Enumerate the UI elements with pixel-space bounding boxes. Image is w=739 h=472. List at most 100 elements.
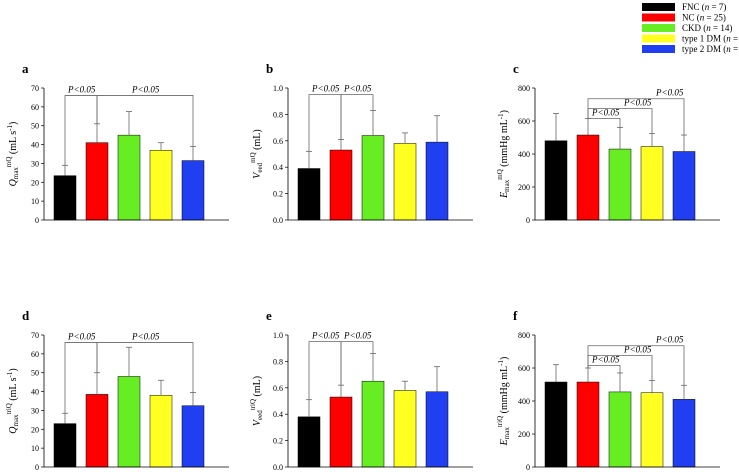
y-axis-label: QmaxmQ (mL s-1) — [5, 122, 20, 187]
panel-d: d QmaxtriQ (mL s-1) P<0.05 P<0.05 0 10 20 30 40 5… — [5, 308, 229, 472]
y-axis-label: VeedtriQ (mL) — [249, 376, 264, 426]
y-tick-label: 20 — [31, 178, 39, 187]
bar-ckd — [361, 380, 385, 468]
y-tick-label: 30 — [31, 406, 39, 415]
y-tick-label: 60 — [31, 350, 39, 359]
bar-type-2-dm — [672, 399, 696, 468]
y-axis-label: VeedmQ (mL) — [249, 129, 264, 178]
legend: FNC (n = 7)NC (n = 25)CKD (n = 14)type 1… — [642, 2, 739, 54]
significance-label: P<0.05 — [311, 84, 340, 94]
bar-nc — [576, 381, 600, 468]
y-tick-label: 400 — [518, 397, 530, 406]
significance-label: P<0.05 — [655, 88, 684, 98]
significance-label: P<0.05 — [343, 84, 372, 94]
panel-b: b VeedmQ (mL) P<0.05 P<0.05 0.0 0.2 0.4 0.6 0.8 1… — [249, 61, 473, 225]
legend-label-nc: NC (n = 25) — [682, 13, 726, 23]
legend-swatch-fnc — [642, 3, 675, 11]
y-tick-label: 50 — [31, 122, 39, 131]
significance-label: P<0.05 — [67, 85, 96, 95]
y-tick-label: 40 — [31, 141, 39, 150]
panel-label: f — [513, 308, 518, 323]
legend-label-fnc: FNC (n = 7) — [682, 2, 726, 12]
y-tick-label: 70 — [31, 331, 39, 340]
y-tick-label: 200 — [518, 430, 530, 439]
significance-label: P<0.05 — [131, 85, 160, 95]
legend-swatch-nc — [642, 13, 675, 22]
bar-fnc — [297, 416, 321, 468]
bar-nc — [85, 394, 109, 468]
y-tick-label: 0.8 — [273, 357, 283, 366]
y-tick-label: 0.0 — [273, 463, 283, 472]
significance-bracket — [587, 108, 653, 134]
bar-type-2-dm — [425, 141, 449, 221]
y-tick-label: 0 — [526, 463, 530, 472]
y-tick-label: 0.4 — [273, 163, 283, 172]
bar-fnc — [544, 140, 568, 221]
bar-nc — [85, 142, 109, 221]
y-tick-label: 200 — [518, 183, 530, 192]
legend-label-ckd: CKD (n = 14) — [682, 23, 732, 33]
panel-label: a — [22, 61, 29, 76]
significance-bracket — [587, 365, 621, 373]
legend-label-t1dm: type 1 DM (n = 20) — [682, 34, 739, 44]
panel-e: e VeedtriQ (mL) P<0.05 P<0.05 0.0 0.2 0.4 0.6 0.… — [249, 308, 473, 472]
y-tick-label: 0.2 — [273, 190, 283, 199]
y-tick-label: 0 — [35, 463, 39, 472]
significance-label: P<0.05 — [591, 355, 620, 365]
y-tick-label: 1.0 — [273, 84, 283, 93]
panel-label: b — [266, 61, 273, 76]
y-tick-label: 0.6 — [273, 137, 283, 146]
significance-bracket — [587, 355, 653, 381]
significance-bracket — [340, 341, 374, 386]
y-tick-label: 20 — [31, 425, 39, 434]
panel-label: d — [22, 308, 30, 323]
significance-label: P<0.05 — [655, 335, 684, 345]
bar-nc — [329, 396, 353, 468]
y-tick-label: 600 — [518, 364, 530, 373]
significance-label: P<0.05 — [343, 331, 372, 341]
panel-label: e — [266, 308, 272, 323]
y-tick-label: 0.6 — [273, 384, 283, 393]
bar-ckd — [361, 135, 385, 221]
bar-fnc — [544, 381, 568, 468]
bar-nc — [329, 149, 353, 221]
bar-type-2-dm — [181, 160, 205, 221]
bar-type-1-dm — [640, 146, 664, 221]
bar-type-1-dm — [393, 390, 417, 468]
y-tick-label: 10 — [31, 197, 39, 206]
y-tick-label: 60 — [31, 103, 39, 112]
y-tick-label: 40 — [31, 388, 39, 397]
significance-bracket — [96, 342, 194, 393]
y-axis-label: EmaxtriQ (mmHg mL-1) — [496, 357, 511, 447]
y-tick-label: 0.4 — [273, 410, 283, 419]
y-tick-label: 800 — [518, 331, 530, 340]
y-tick-label: 0 — [526, 216, 530, 225]
legend-swatch-t2dm — [642, 45, 675, 53]
y-axis-label: EmaxmQ (mmHg mL-1) — [496, 110, 511, 199]
bar-ckd — [117, 376, 141, 468]
bar-ckd — [608, 148, 632, 221]
y-tick-label: 0.8 — [273, 110, 283, 119]
legend-swatch-t1dm — [642, 34, 675, 43]
y-tick-label: 50 — [31, 369, 39, 378]
significance-label: P<0.05 — [67, 332, 96, 342]
legend-label-t2dm: type 2 DM (n = 12) — [682, 44, 739, 54]
panel-a: a QmaxmQ (mL s-1) P<0.05 P<0.05 0 10 20 30 40 50 6… — [5, 61, 229, 225]
y-tick-label: 30 — [31, 159, 39, 168]
significance-bracket — [96, 95, 194, 147]
significance-bracket — [308, 94, 342, 152]
bar-type-1-dm — [640, 392, 664, 468]
bar-ckd — [117, 134, 141, 221]
bar-type-1-dm — [149, 395, 173, 468]
y-tick-label: 0.2 — [273, 437, 283, 446]
significance-label: P<0.05 — [623, 345, 652, 355]
y-tick-label: 10 — [31, 444, 39, 453]
y-tick-label: 0.0 — [273, 216, 283, 225]
bar-ckd — [608, 391, 632, 468]
panel-label: c — [513, 61, 519, 76]
bar-type-1-dm — [393, 143, 417, 221]
y-tick-label: 1.0 — [273, 331, 283, 340]
